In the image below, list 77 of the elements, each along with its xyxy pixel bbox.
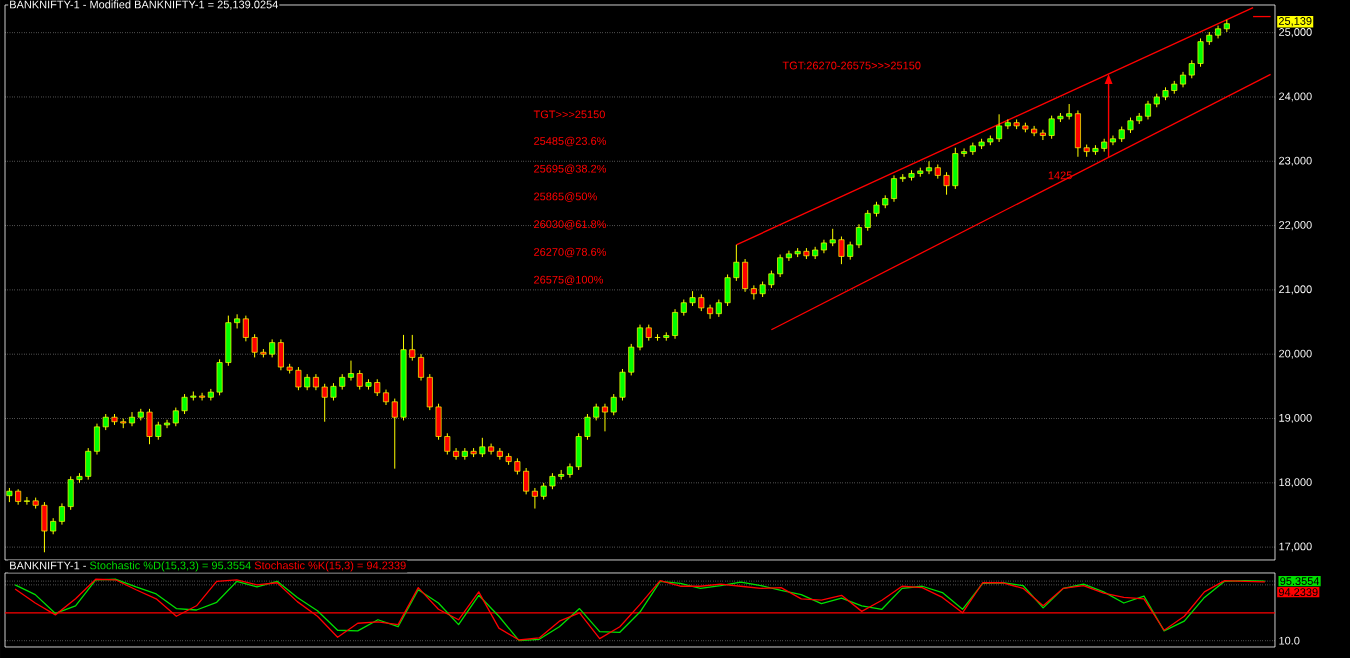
candlestick [1145,100,1151,120]
y-tick-label: 22,000 [1279,221,1312,231]
y-tick-label: 10.0 [1279,636,1300,645]
annotation: 26270@78.6% [534,247,607,258]
y-tick-label: 19,000 [1279,413,1312,424]
candlestick [672,308,679,340]
annotation: 25695@38.2% [534,164,607,175]
candlestick [601,403,608,432]
y-tick-label: 95.3554 [1280,577,1320,586]
candlestick [777,254,784,278]
candlestick [926,160,933,175]
candlestick [234,313,241,329]
candlestick [348,360,354,382]
candlestick [1039,129,1046,141]
candlestick [1048,115,1055,140]
candlestick [847,241,854,261]
candlestick [637,324,643,351]
annotation: TGT>>>25150 [533,110,605,119]
candlestick [864,209,871,232]
chart-title: BANKNIFTY-1 - [10,561,86,570]
candlestick [943,171,950,196]
candlestick [996,113,1003,143]
candlestick [707,304,714,320]
y-tick-label: 20,000 [1279,349,1312,359]
annotation: 25485@23.6% [534,136,607,147]
candlestick [453,447,460,461]
candlestick [23,496,30,506]
candlestick [155,421,162,441]
text: 94.2339 [1278,588,1318,597]
candlestick [1004,118,1011,130]
candlestick [444,432,451,456]
candlestick [409,334,416,362]
candlestick [269,338,276,358]
y-tick-label: 18,000 [1279,478,1312,488]
candlestick [242,315,249,342]
candlestick [531,487,538,510]
annotation: 26030@61.8% [534,220,607,230]
candlestick [961,147,968,158]
candlestick [251,333,258,358]
series-label: Stochastic %D(15,3,3) = 95.3554 [89,561,251,572]
candlestick [129,411,135,427]
candlestick [891,174,897,203]
candlestick [164,419,171,429]
annotation: 26575@100% [534,275,603,286]
candlestick [391,398,398,470]
candlestick [321,383,328,423]
candlestick [479,437,486,458]
candlestick [610,393,617,416]
candlestick [418,353,425,382]
candlestick [733,244,740,282]
annotation: TGT:26270-26575>>>25150 [782,61,921,70]
y-tick-label: 17,000 [1279,542,1312,552]
y-tick-label: 23,000 [1279,156,1312,166]
text: 25,139 [1278,17,1312,27]
series-label: Stochastic %K(15,3) = 94.2339 [254,561,406,572]
candlestick [488,443,495,456]
candlestick [584,413,591,441]
candlestick [523,467,530,495]
candlestick [356,369,363,391]
candlestick [785,250,792,262]
annotation: 1425 [1048,171,1072,180]
annotation: 25865@50% [534,192,597,202]
candlestick [58,502,65,526]
candlestick [172,407,179,427]
y-tick-label: 24,000 [1279,92,1312,102]
candlestick [295,366,302,391]
candlestick [1197,37,1204,68]
chart-title: BANKNIFTY-1 - Modified BANKNIFTY-1 = 25,139.0254 [10,0,278,10]
candlestick [750,284,757,301]
y-tick-label: 21,000 [1279,285,1312,295]
candlestick [199,392,206,401]
candlestick [496,447,503,461]
candlestick [838,236,845,265]
candlestick [1188,59,1195,79]
y-tick-label: 25,000 [1279,28,1312,38]
candlestick [181,393,188,415]
candlestick [855,223,862,249]
